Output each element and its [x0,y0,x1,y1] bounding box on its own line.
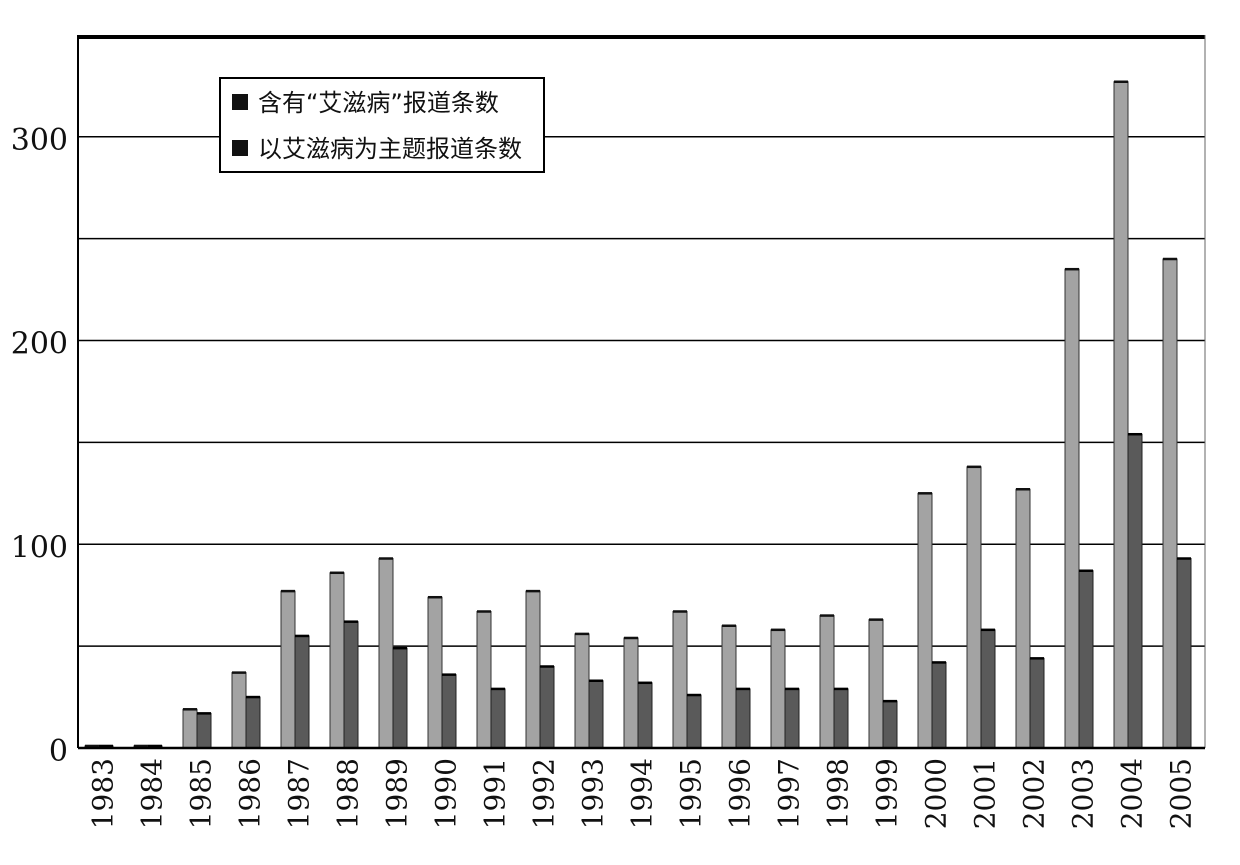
bar-series-1-1998 [819,615,835,749]
x-tick-label: 1988 [332,758,365,829]
x-tick-label: 1992 [528,758,561,829]
bar-series-1-2001 [966,466,982,749]
bar-series-2-1997 [784,688,800,749]
bar-series-2-2002 [1029,657,1045,749]
bar-series-1-1996 [721,625,737,749]
x-tick-label: 1995 [675,758,708,829]
bar-series-2-2000 [931,661,947,749]
x-tick-label: 1993 [577,758,610,829]
y-tick-label: 0 [49,734,68,769]
bar-series-1-1987 [280,590,296,749]
bar-series-2-1985 [196,712,212,749]
axis-layer: 0 100 200 300 1983 1984 1985 1986 1987 1988 1989 19… [11,35,1206,829]
bar-series-2-1990 [441,674,457,749]
bar-series-2-1987 [294,635,310,749]
x-tick-label: 1989 [381,758,414,829]
x-tick-label: 2002 [1018,758,1051,829]
bar-series-1-2002 [1015,488,1031,749]
x-tick-label: 2001 [969,758,1002,829]
legend-swatch [232,94,248,110]
bar-series-1-2004 [1113,81,1129,749]
legend-label: 含有“艾滋病”报道条数 [258,89,499,117]
bar-series-2-1992 [539,666,555,749]
legend-box [219,77,545,173]
x-tick-label: 1983 [87,758,120,829]
bar-series-2-1986 [245,696,261,749]
x-tick-label: 1986 [234,758,267,829]
x-tick-label: 1990 [430,758,463,829]
x-tick-label: 1987 [283,758,316,829]
y-tick-label: 100 [11,530,68,565]
bar-series-1-1997 [770,629,786,749]
x-tick-label: 1984 [136,758,169,829]
bar-series-2-1989 [392,647,408,749]
bar-series-2-1993 [588,680,604,749]
bar-series-1-1986 [231,672,247,749]
x-tick-label: 1996 [724,758,757,829]
x-tick-label: 1994 [626,758,659,829]
bar-series-1-1994 [623,637,639,749]
bar-series-2-2001 [980,629,996,749]
bar-series-2-2004 [1127,433,1143,749]
bar-series-2-1998 [833,688,849,749]
x-tick-label: 2005 [1165,758,1198,829]
bar-series-1-1995 [672,610,688,749]
bar-series-1-1992 [525,590,541,749]
bar-series-2-1999 [882,700,898,749]
x-tick-label: 1991 [479,758,512,829]
bar-series-1-1988 [329,572,345,749]
x-tick-label: 1985 [185,758,218,829]
bar-series-1-2003 [1064,268,1080,749]
x-tick-label: 2000 [920,758,953,829]
bar-series-1-1989 [378,558,394,749]
bar-series-2-1994 [637,682,653,749]
bar-series-1-1985 [182,708,198,749]
legend-swatch [232,140,248,156]
bar-series-2-1996 [735,688,751,749]
bar-series-2-1988 [343,621,359,749]
bar-series-1-1990 [427,596,443,749]
bar-series-2-1991 [490,688,506,749]
bar-series-2-2005 [1176,558,1192,749]
x-tick-label: 2003 [1067,758,1100,829]
bar-series-1-1991 [476,610,492,749]
bar-series-2-1995 [686,694,702,749]
bar-series-1-1993 [574,633,590,749]
bar-series-2-2003 [1078,570,1094,749]
y-tick-label: 200 [11,327,68,362]
x-tick-label: 1999 [871,758,904,829]
x-tick-label: 2004 [1116,758,1149,829]
bar-series-1-2000 [917,492,933,749]
legend-label: 以艾滋病为主题报道条数 [258,135,522,163]
x-tick-label: 1997 [773,758,806,829]
bar-series-1-1999 [868,619,884,749]
x-tick-label: 1998 [822,758,855,829]
y-tick-label: 300 [11,123,68,158]
bar-series-1-2005 [1162,258,1178,749]
bars-layer [84,80,1192,749]
